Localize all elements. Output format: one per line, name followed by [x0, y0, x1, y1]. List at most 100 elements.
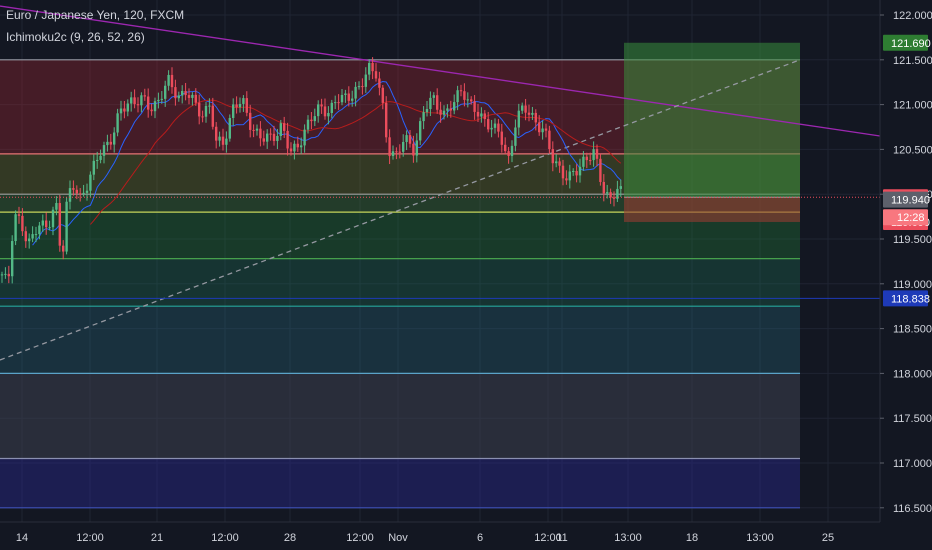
candle-down	[310, 119, 313, 122]
candle-up	[344, 93, 347, 95]
candle-up	[313, 116, 316, 122]
candle-down	[79, 193, 82, 195]
trendlines[interactable]	[0, 5, 881, 361]
candle-down	[72, 188, 75, 190]
candle-down	[150, 109, 153, 112]
candle-up	[28, 238, 31, 242]
candle-down	[398, 151, 401, 153]
candle-up	[351, 98, 354, 101]
candle-up	[92, 160, 95, 175]
candle-up	[415, 140, 418, 156]
candle-up	[493, 123, 497, 128]
conversion-line	[32, 80, 622, 246]
candle-up	[334, 102, 337, 104]
candle-down	[551, 149, 554, 164]
candle-up	[432, 95, 435, 98]
candle-up	[391, 151, 395, 157]
candle-up	[531, 112, 534, 115]
candle-down	[198, 102, 201, 117]
fib-zone	[0, 258, 800, 307]
candle-down	[259, 128, 262, 139]
candle-down	[609, 192, 612, 198]
candle-down	[395, 151, 398, 153]
candle-down	[272, 133, 276, 142]
time-tick-label: 14	[16, 532, 28, 544]
candle-down	[201, 116, 204, 118]
candle-up	[300, 145, 303, 148]
candle-up	[157, 99, 160, 102]
candle-down	[170, 74, 174, 88]
candle-down	[374, 71, 378, 79]
candle-down	[439, 109, 442, 115]
fib-zone	[0, 306, 800, 374]
candle-up	[55, 203, 58, 210]
price-tick-label: 118.500	[893, 324, 932, 336]
candle-up	[446, 108, 449, 111]
candle-down	[143, 95, 146, 97]
candle-down	[323, 106, 327, 117]
candle-up	[41, 220, 44, 226]
candle-up	[164, 85, 167, 99]
descending-trendline	[0, 5, 881, 137]
price-label-box	[883, 191, 928, 208]
fib-zone	[0, 373, 800, 459]
candle-up	[38, 225, 41, 235]
candle-up	[340, 94, 344, 103]
candle-up	[303, 129, 306, 146]
candle-down	[524, 105, 527, 113]
candle-up	[317, 104, 320, 117]
candle-up	[429, 97, 432, 110]
candle-up	[130, 97, 133, 104]
candle-down	[249, 112, 252, 130]
candle-up	[238, 103, 242, 108]
candle-up	[453, 102, 456, 111]
price-label-box	[883, 290, 928, 307]
candle-up	[218, 136, 221, 141]
candle-up	[34, 234, 38, 236]
time-tick-label: 11	[556, 532, 567, 544]
candle-up	[191, 94, 194, 98]
candle-down	[595, 149, 599, 159]
candle-up	[228, 117, 231, 139]
time-axis[interactable]	[0, 522, 932, 550]
candle-up	[616, 188, 619, 199]
candle-down	[412, 143, 415, 156]
candle-down	[133, 97, 136, 105]
candle-down	[558, 161, 561, 166]
candle-down	[184, 91, 187, 96]
candle-up	[582, 156, 585, 167]
price-tick-label: 121.000	[893, 100, 932, 112]
candle-up	[405, 135, 408, 142]
candle-up	[89, 174, 92, 191]
candle-up	[113, 132, 116, 145]
fib-zone	[0, 458, 800, 508]
candle-up	[68, 188, 72, 202]
candle-down	[269, 133, 272, 135]
time-tick-label: 13:00	[614, 532, 642, 544]
candle-up	[578, 166, 582, 176]
candle-down	[507, 151, 510, 157]
candle-up	[225, 138, 228, 145]
indicator-legend[interactable]: Ichimoku2c (9, 26, 52, 26)	[6, 30, 145, 44]
bar-countdown-text: 12:28	[897, 212, 925, 224]
candle-down	[289, 148, 293, 152]
symbol-title[interactable]: Euro / Japanese Yen, 120, FXCM	[6, 8, 185, 22]
time-tick-label: 13:00	[746, 532, 774, 544]
candle-down	[561, 165, 565, 179]
candle-down	[487, 119, 490, 130]
candle-up	[181, 91, 184, 96]
candle-up	[456, 90, 459, 103]
candle-up	[364, 74, 367, 87]
candle-up	[266, 133, 269, 142]
candle-down	[371, 62, 374, 72]
long-position-tool[interactable]	[624, 42, 800, 222]
candle-down	[527, 112, 531, 115]
time-tick-label: 6	[477, 532, 483, 544]
candle-up	[140, 95, 143, 106]
candle-up	[368, 62, 371, 75]
candle-down	[24, 231, 27, 242]
candle-up	[119, 108, 123, 114]
price-axis[interactable]	[880, 0, 932, 522]
